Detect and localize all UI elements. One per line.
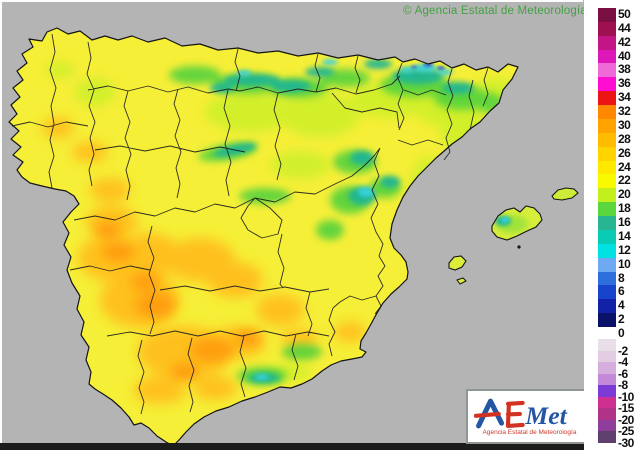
colorbar-segment	[598, 77, 616, 92]
colorbar-label: -25	[618, 424, 634, 438]
colorbar-segment	[598, 8, 616, 23]
colorbar-segment	[598, 49, 616, 64]
copyright-text: © Agencia Estatal de Meteorología	[403, 5, 587, 17]
map-spain	[0, 0, 584, 450]
colorbar-label: 36	[618, 76, 631, 91]
colorbar-label: 30	[618, 117, 631, 132]
logo-letter-a-bar	[473, 411, 501, 418]
colorbar-segment	[598, 271, 616, 286]
colorbar-label: 22	[618, 173, 631, 188]
colorbar-label: 10	[618, 256, 631, 271]
ibiza	[448, 255, 467, 271]
colorbar-label: 4	[618, 298, 625, 313]
colorbar-label: 44	[618, 20, 631, 35]
menorca	[551, 187, 579, 201]
formentera	[456, 277, 467, 285]
colorbar-segment	[598, 35, 616, 51]
colorbar-label: -30	[618, 435, 634, 450]
colorbar-segment	[598, 174, 616, 189]
colorbar-label: 2	[618, 312, 625, 327]
colorbar-segment	[598, 339, 616, 351]
colorbar-label: -4	[618, 355, 628, 369]
frame-edge-left	[0, 0, 2, 450]
colorbar-label: 32	[618, 104, 631, 119]
colorbar-segment	[598, 160, 616, 175]
colorbar-label: -20	[618, 412, 634, 427]
colorbar-segment	[598, 132, 616, 148]
colorbar-segment	[598, 257, 616, 273]
colorbar-label: 16	[618, 215, 631, 230]
frame-edge-top	[0, 0, 583, 2]
colorbar-segment	[598, 188, 616, 203]
balearic-islands	[448, 187, 579, 285]
colorbar-segment	[598, 419, 616, 432]
colorbar-segment	[598, 350, 616, 363]
colorbar-segment	[598, 21, 616, 37]
colorbar-label: -10	[618, 389, 634, 404]
temperature-field	[42, 59, 517, 404]
logo-letter-e	[505, 400, 525, 428]
cabrera	[517, 245, 521, 249]
colorbar-segment	[598, 146, 616, 162]
colorbar-label: 12	[618, 242, 631, 257]
colorbar-segment	[598, 373, 616, 386]
colorbar-segment	[598, 408, 616, 420]
temperature-scale: 50 44 42 40 38 36 34 32 30 28 26 24 22 20 18 16 14 12 10 8 6…	[584, 0, 644, 450]
colorbar-segment	[598, 216, 616, 231]
aemet-wordmark: Met	[473, 398, 567, 430]
colorbar-label: 34	[618, 90, 631, 105]
colorbar-label: -8	[618, 378, 628, 392]
aemet-logo: Met Agencia Estatal de Meteorología	[466, 389, 593, 444]
colorbar-segment	[598, 362, 616, 374]
colorbar-label: 42	[618, 34, 631, 49]
colorbar-label: 26	[618, 145, 631, 160]
colorbar-label: -2	[618, 343, 628, 358]
colorbar-label: 28	[618, 131, 631, 146]
logo-subtitle: Agencia Estatal de Meteorología	[482, 429, 577, 436]
colorbar-label: -15	[618, 401, 634, 415]
colorbar-label: 38	[618, 62, 631, 77]
colorbar-segment	[598, 299, 616, 314]
colorbar-segment	[598, 91, 616, 106]
colorbar-segment	[598, 63, 616, 78]
colorbar-segment	[598, 431, 616, 443]
colorbar-label: 20	[618, 187, 631, 202]
colorbar-segment	[598, 118, 616, 134]
colorbar-segment	[598, 105, 616, 120]
frame-edge-bottom	[0, 443, 584, 450]
spain-temperature-map	[8, 27, 579, 447]
colorbar-label: 14	[618, 228, 631, 243]
colorbar-label: 8	[618, 270, 625, 285]
colorbar-label: 0	[618, 326, 625, 340]
colorbar-segment	[598, 229, 616, 245]
colorbar-label: 6	[618, 284, 625, 299]
colorbar-segment	[598, 243, 616, 259]
logo-letters-met: Met	[524, 401, 567, 430]
colorbar-label: 40	[618, 48, 631, 63]
colorbar-label: 18	[618, 201, 631, 216]
colorbar-segment	[598, 285, 616, 300]
colorbar-label: -6	[618, 366, 628, 381]
colorbar-segment	[598, 385, 616, 397]
colorbar-segment	[598, 202, 616, 217]
colorbar-label: 24	[618, 159, 631, 174]
colorbar-segment	[598, 396, 616, 409]
province-borders	[11, 33, 489, 415]
colorbar-segment	[598, 313, 616, 328]
colorbar-label: 50	[618, 7, 631, 21]
